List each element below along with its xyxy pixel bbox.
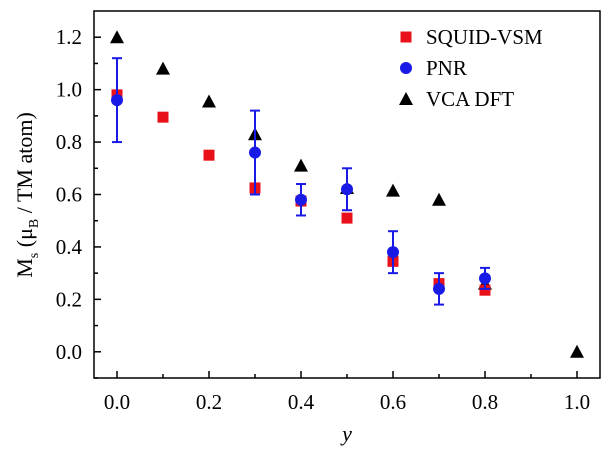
data-point [203, 149, 215, 161]
series-pnr [111, 57, 491, 306]
data-point [156, 61, 170, 75]
data-point [249, 146, 261, 159]
svg-text:Ms (μB / TM atom): Ms (μB / TM atom) [12, 112, 42, 278]
data-point [202, 94, 216, 108]
data-point [157, 111, 169, 123]
x-tick-label: 0.6 [380, 390, 406, 414]
y-axis-title-unit-sub: B [27, 219, 42, 228]
data-point [479, 284, 491, 296]
data-point [294, 158, 308, 172]
y-axis-title-paren: (μ [12, 228, 37, 247]
data-point [386, 183, 400, 197]
x-tick-label: 0.4 [288, 390, 315, 414]
data-point [341, 212, 353, 224]
data-point [387, 246, 399, 259]
y-tick-label: 1.2 [56, 25, 82, 49]
y-tick-label: 0.2 [56, 287, 82, 311]
legend-marker [400, 31, 412, 43]
y-axis-title-sub: s [27, 253, 42, 258]
data-point [433, 282, 445, 295]
x-tick-label: 0.0 [104, 390, 130, 414]
y-tick-label: 0.8 [56, 130, 82, 154]
x-tick-label: 1.0 [564, 390, 590, 414]
legend-label: PNR [426, 56, 467, 80]
legend: SQUID-VSM PNR VCA DFT [399, 25, 543, 111]
y-tick-label: 1.0 [56, 78, 82, 102]
legend-label: VCA DFT [426, 87, 514, 111]
x-tick-label: 0.8 [472, 390, 498, 414]
data-point [432, 192, 446, 206]
data-point [341, 183, 353, 196]
data-point [110, 30, 124, 44]
data-point [570, 344, 584, 358]
y-tick-label: 0.4 [56, 235, 83, 259]
y-axis-title: Ms (μB / TM atom) [12, 112, 42, 278]
legend-marker [399, 92, 413, 105]
x-tick-label: 0.2 [196, 390, 222, 414]
x-axis: 0.0 0.2 0.4 0.6 0.8 1.0 [104, 371, 590, 414]
data-marks [110, 30, 584, 358]
y-tick-label: 0.6 [56, 183, 82, 207]
legend-marker [400, 62, 412, 74]
y-axis: 0.0 0.2 0.4 0.6 0.8 1.0 1.2 [56, 25, 101, 379]
legend-label: SQUID-VSM [426, 25, 543, 49]
y-axis-title-main: M [12, 258, 37, 278]
data-point [295, 193, 307, 206]
data-point [111, 94, 123, 107]
y-tick-label: 0.0 [56, 340, 82, 364]
data-point [479, 272, 491, 285]
x-axis-title: y [340, 421, 352, 446]
y-axis-title-rest: / TM atom) [12, 112, 37, 219]
